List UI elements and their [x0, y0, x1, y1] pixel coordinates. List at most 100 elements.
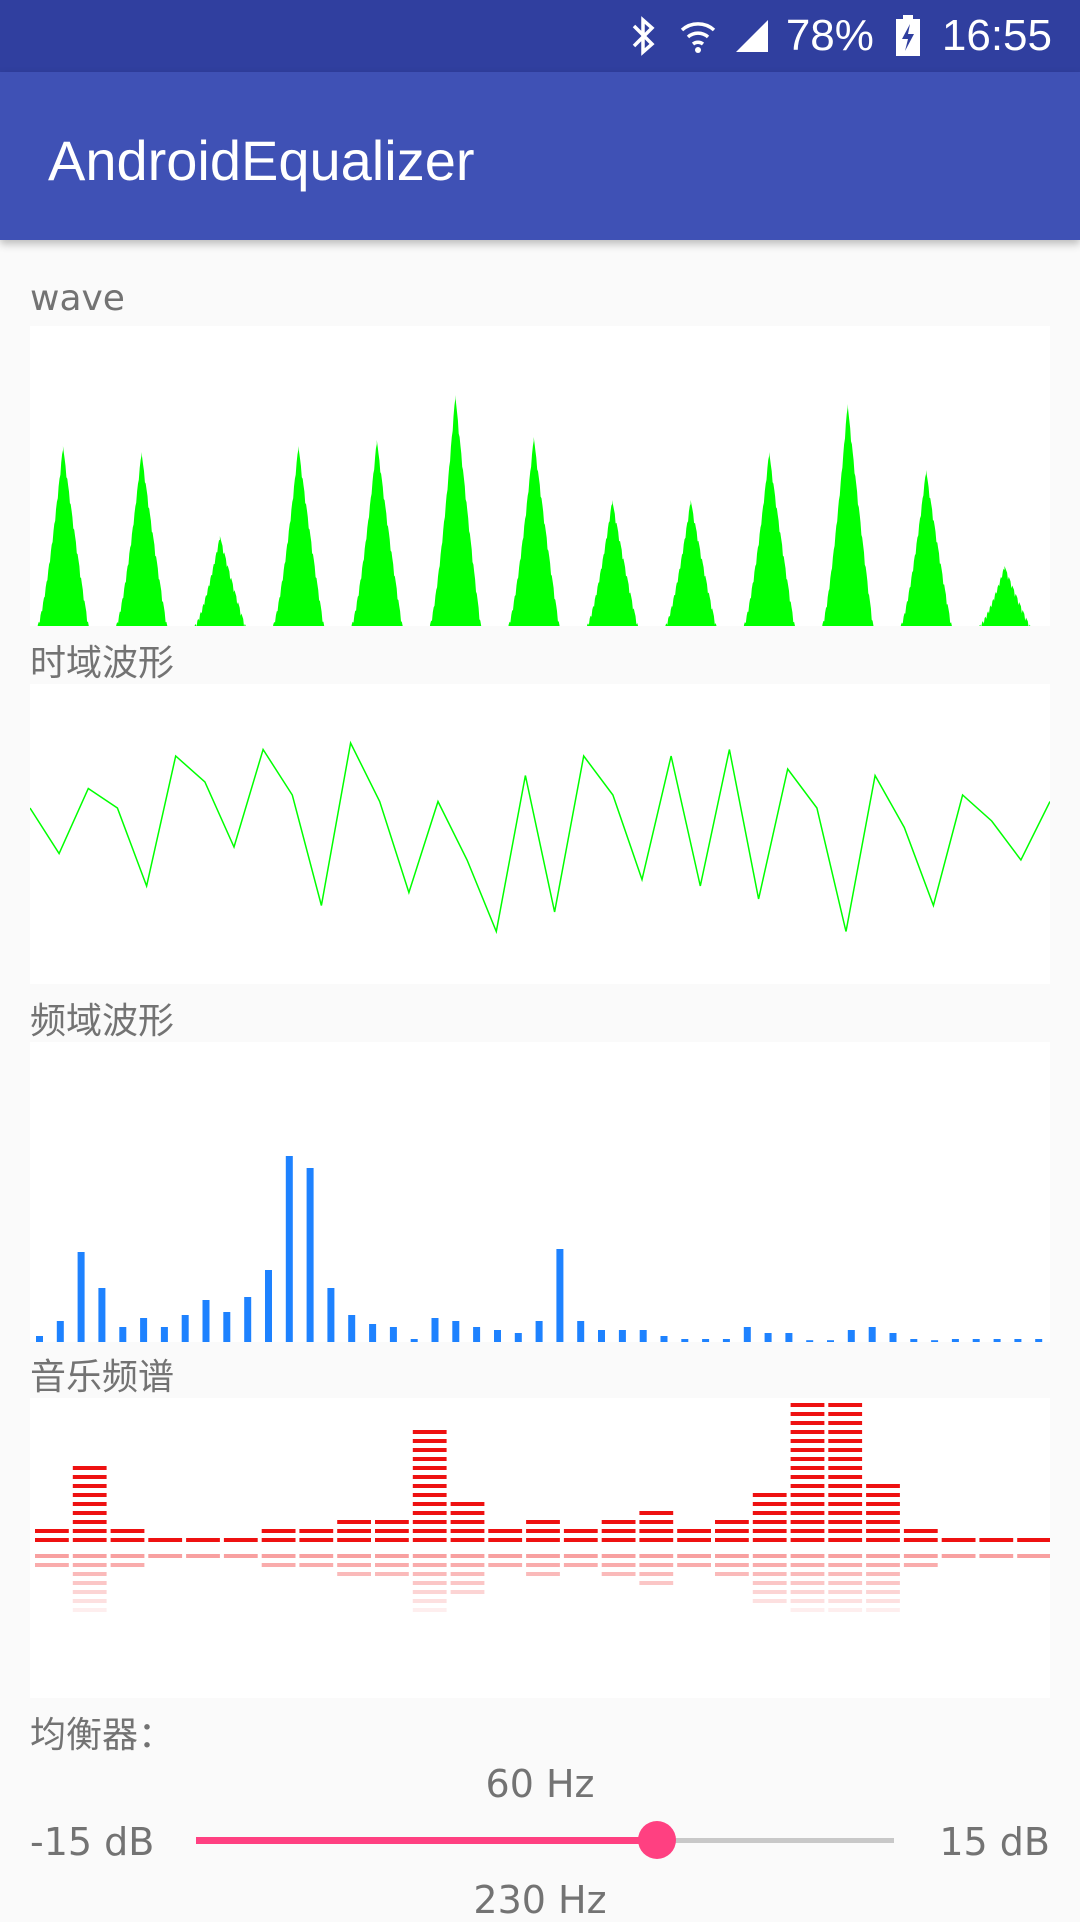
spectrum-reflection: [148, 1554, 183, 1558]
spectrum-segment: [790, 1403, 825, 1407]
spectrum-segment: [866, 1520, 900, 1524]
spectrum-segment: [186, 1538, 220, 1542]
music-spectrum-panel: [30, 1398, 1050, 1698]
spectrum-reflection: [375, 1554, 409, 1558]
fft-bar: [160, 1327, 168, 1342]
spectrum-reflection: [1017, 1554, 1050, 1558]
spectrum-segment: [715, 1538, 749, 1542]
spectrum-segment: [72, 1475, 107, 1479]
wave-burst: [193, 536, 246, 626]
wave-burst: [743, 452, 795, 626]
spectrum-reflection: [715, 1563, 749, 1567]
spectrum-reflection: [563, 1563, 598, 1567]
fft-bar: [972, 1339, 980, 1342]
spectrum-reflection: [752, 1554, 787, 1558]
spectrum-segment: [941, 1538, 976, 1542]
spectrum-reflection: [337, 1563, 371, 1567]
spectrum-segment: [790, 1466, 825, 1470]
slider-thumb[interactable]: [637, 1821, 676, 1859]
spectrum-segment: [790, 1520, 825, 1524]
spectrum-reflection: [752, 1590, 787, 1594]
spectrum-segment: [337, 1529, 371, 1533]
spectrum-reflection: [601, 1554, 636, 1558]
spectrum-segment: [412, 1538, 447, 1542]
spectrum-segment: [790, 1484, 825, 1488]
fft-bar: [827, 1340, 834, 1342]
spectrum-segment: [601, 1520, 636, 1524]
spectrum-segment: [72, 1520, 107, 1524]
fft-bar: [494, 1330, 501, 1342]
spectrum-segment: [412, 1439, 447, 1443]
fft-bar: [785, 1333, 793, 1342]
fft-bar: [98, 1288, 106, 1342]
spectrum-segment: [790, 1412, 825, 1416]
spectrum-segment: [450, 1538, 485, 1542]
spectrum-reflection: [488, 1554, 523, 1558]
fft-bar: [639, 1330, 647, 1342]
spectrum-reflection: [639, 1572, 674, 1576]
spectrum-reflection: [866, 1581, 900, 1585]
spectrum-segment: [828, 1493, 863, 1497]
spectrum-reflection: [828, 1572, 863, 1576]
spectrum-segment: [412, 1484, 447, 1488]
spectrum-segment: [677, 1538, 711, 1542]
spectrum-segment: [299, 1529, 334, 1533]
spectrum-reflection: [639, 1581, 674, 1585]
fft-bar: [369, 1324, 377, 1342]
spectrum-reflection: [450, 1581, 485, 1585]
spectrum-segment: [35, 1529, 69, 1533]
spectrum-reflection: [72, 1590, 107, 1594]
band1-slider[interactable]: [196, 1820, 894, 1860]
spectrum-reflection: [866, 1599, 900, 1603]
battery-charging-icon: [888, 14, 928, 58]
slider-fill: [196, 1837, 657, 1844]
time-domain-line: [30, 740, 1050, 935]
spectrum-segment: [866, 1529, 900, 1533]
spectrum-reflection: [299, 1563, 334, 1567]
status-bar: 78% 16:55: [0, 0, 1080, 72]
spectrum-reflection: [412, 1581, 447, 1585]
spectrum-reflection: [375, 1572, 409, 1576]
fft-bar: [473, 1327, 481, 1342]
wave-burst: [821, 404, 874, 626]
spectrum-segment: [677, 1529, 711, 1533]
spectrum-segment: [488, 1538, 523, 1542]
band2-frequency: 230 Hz: [473, 1878, 607, 1922]
spectrum-segment: [828, 1484, 863, 1488]
spectrum-reflection: [412, 1599, 447, 1603]
fft-bar: [598, 1330, 605, 1342]
spectrum-segment: [715, 1529, 749, 1533]
spectrum-reflection: [752, 1599, 787, 1603]
spectrum-segment: [790, 1502, 825, 1506]
spectrum-segment: [337, 1538, 371, 1542]
spectrum-segment: [752, 1520, 787, 1524]
fft-bar: [993, 1339, 1001, 1342]
fft-bar: [660, 1336, 668, 1342]
spectrum-segment: [375, 1520, 409, 1524]
spectrum-segment: [790, 1529, 825, 1533]
wave-burst: [507, 437, 560, 626]
spectrum-segment: [563, 1538, 598, 1542]
spectrum-reflection: [72, 1599, 107, 1603]
fft-bar: [514, 1333, 522, 1342]
fft-bar: [265, 1270, 272, 1342]
fft-bar: [410, 1339, 418, 1342]
spectrum-segment: [450, 1520, 485, 1524]
spectrum-reflection: [866, 1608, 900, 1612]
spectrum-reflection: [828, 1581, 863, 1585]
spectrum-segment: [866, 1511, 900, 1515]
fft-bar: [389, 1327, 397, 1342]
music-spectrum-visualizer: [35, 1403, 1050, 1612]
wave-burst: [350, 440, 403, 626]
spectrum-reflection: [110, 1554, 145, 1558]
spectrum-reflection: [337, 1554, 371, 1558]
fft-bar: [889, 1333, 897, 1342]
spectrum-segment: [639, 1538, 674, 1542]
spectrum-reflection: [866, 1563, 900, 1567]
spectrum-segment: [866, 1493, 900, 1497]
spectrum-reflection: [35, 1563, 69, 1567]
spectrum-segment: [790, 1538, 825, 1542]
spectrum-segment: [866, 1538, 900, 1542]
spectrum-reflection: [601, 1563, 636, 1567]
fft-bar: [618, 1330, 626, 1342]
